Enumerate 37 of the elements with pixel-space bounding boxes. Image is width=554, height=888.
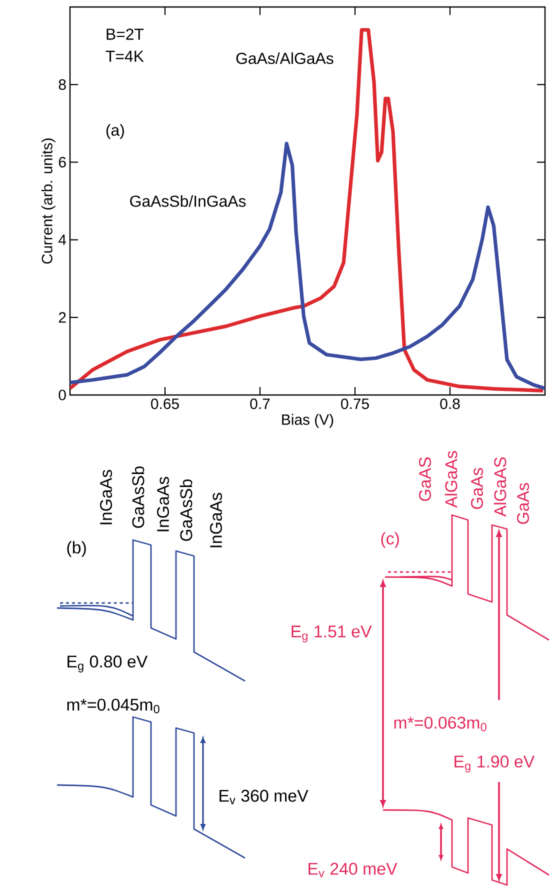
text: E$_{g}$ 1.90 eV	[454, 756, 535, 772]
text: InGaAs	[157, 476, 170, 532]
text: E$_{v}$ 240 meV	[308, 862, 398, 878]
text: InGaAs	[210, 492, 222, 548]
y-tick-label: 0	[58, 390, 66, 400]
line-series	[70, 142, 546, 390]
series-label: GaAsSb/InGaAs	[130, 195, 246, 207]
text: (c)	[381, 532, 399, 548]
y-axis-title: Current (arb. units)	[41, 138, 56, 264]
annotation: (a)	[106, 124, 124, 139]
x-tick-label: 0.7	[250, 398, 270, 410]
line-series	[70, 28, 545, 393]
y-tick-label: 8	[58, 79, 66, 90]
text: GaAsSb	[180, 479, 192, 541]
text: E$_{v}$ 360 meV	[220, 790, 308, 804]
text: GaAs	[471, 468, 484, 509]
annotation: B=2T	[106, 28, 144, 40]
text: GaAS	[419, 457, 432, 501]
series-label: GaAs/AlGaAs	[236, 52, 334, 64]
text: (b)	[67, 541, 86, 557]
x-axis-title: Bias (V)	[282, 414, 334, 428]
x-tick-label: 0.8	[440, 398, 460, 410]
x-tick-label: 0.65	[151, 398, 179, 410]
text: E$_{g}$ 0.80 eV	[68, 656, 148, 672]
text: m*=0.045m$_{0}$	[67, 698, 160, 714]
text: AlGaAS	[494, 457, 506, 517]
text: AlGaAs	[444, 450, 458, 508]
text: GaAsSb	[132, 466, 144, 528]
y-tick-label: 4	[58, 234, 66, 245]
y-tick-label: 6	[58, 156, 66, 168]
text: m*=0.063m$_{0}$	[394, 716, 486, 732]
text: InGaAs	[100, 470, 112, 524]
y-tick-label: 2	[58, 312, 66, 323]
annotation: T=4K	[106, 50, 144, 62]
text: GaAs	[517, 483, 530, 524]
text: E$_{g}$ 1.51 eV	[292, 626, 372, 642]
x-tick-label: 0.75	[341, 398, 369, 410]
